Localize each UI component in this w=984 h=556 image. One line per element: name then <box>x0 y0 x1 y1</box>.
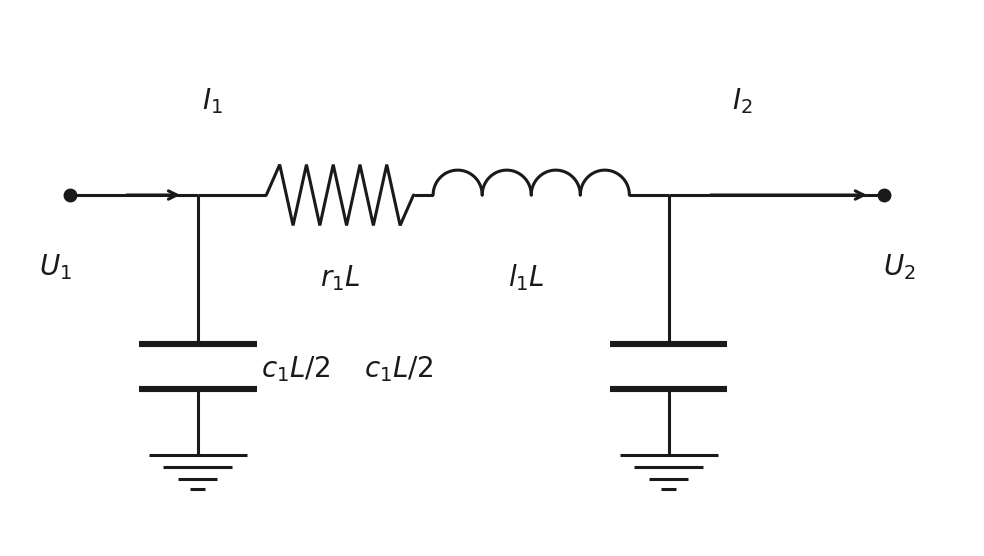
Text: $\mathit{I}_1$: $\mathit{I}_1$ <box>202 86 222 116</box>
Text: $\mathit{I}_2$: $\mathit{I}_2$ <box>732 86 753 116</box>
Text: $\mathit{U}_1$: $\mathit{U}_1$ <box>39 252 72 282</box>
Text: $c_1L/2$: $c_1L/2$ <box>364 354 433 384</box>
Text: $r_1L$: $r_1L$ <box>320 263 360 293</box>
Text: $\mathit{U}_2$: $\mathit{U}_2$ <box>883 252 915 282</box>
Text: $c_1L/2$: $c_1L/2$ <box>262 354 331 384</box>
Text: $l_1L$: $l_1L$ <box>508 262 545 294</box>
